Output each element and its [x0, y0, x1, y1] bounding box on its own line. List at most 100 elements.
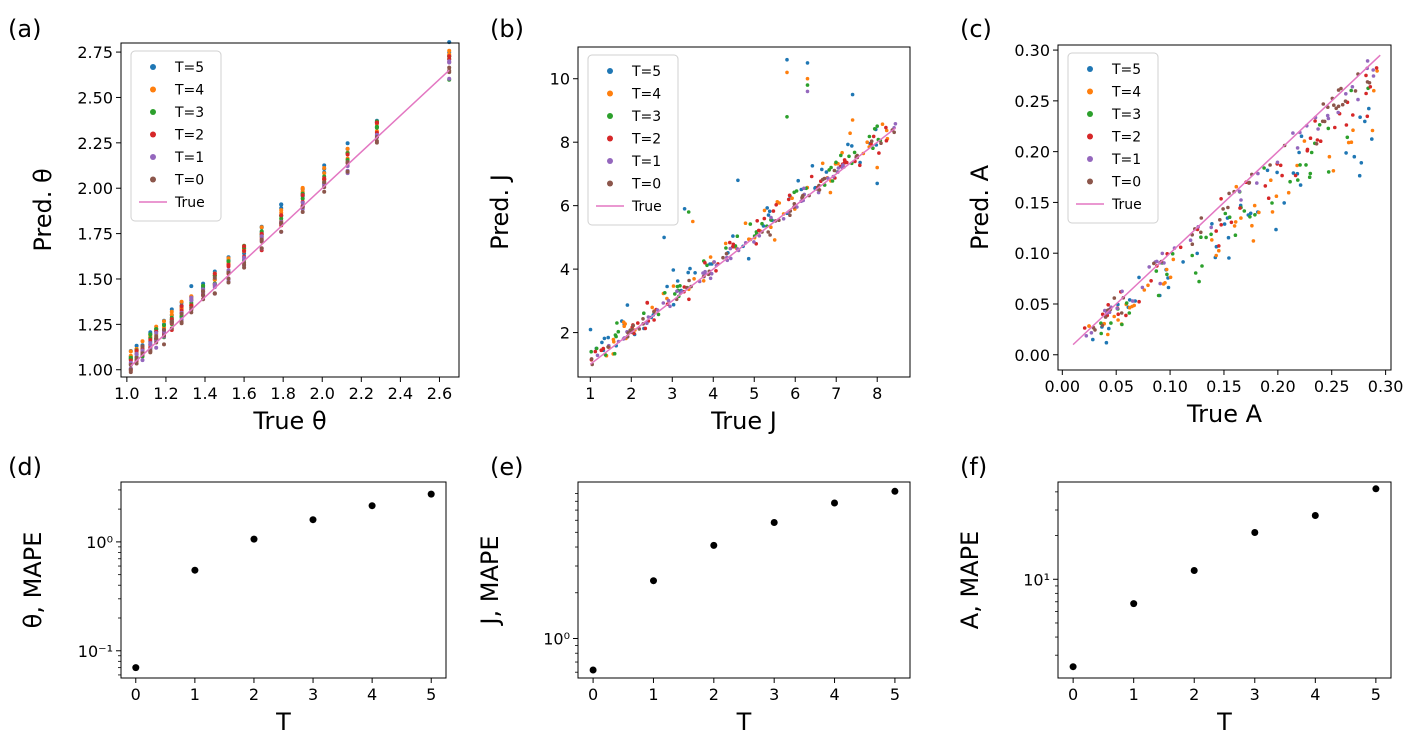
plot-frame	[120, 481, 447, 679]
outlier-point	[805, 89, 810, 94]
x-tick-label: 4	[1310, 685, 1320, 704]
point-t2	[1315, 138, 1320, 142]
point-t2	[774, 203, 778, 207]
point-t0	[1199, 216, 1204, 220]
point-t3	[1326, 126, 1331, 131]
y-tick-label: 1.25	[77, 315, 113, 334]
point-t2	[1374, 66, 1379, 70]
point-t2	[148, 337, 153, 342]
legend-marker-t0	[607, 180, 613, 187]
point-t0	[766, 230, 770, 234]
point-t4	[1142, 288, 1147, 292]
point-t4	[1233, 220, 1238, 224]
mape-point-T1	[650, 577, 657, 585]
point-t2	[884, 125, 888, 130]
point-t2	[714, 269, 718, 273]
point-t3	[201, 283, 206, 288]
point-t1	[1140, 285, 1145, 290]
legend-marker-t5	[607, 68, 613, 74]
x-tick-label: 0	[131, 685, 141, 704]
point-t5	[1127, 298, 1132, 302]
legend-label-t3: T=3	[1111, 107, 1141, 123]
legend-label-true: True	[174, 195, 205, 211]
point-t4	[1346, 140, 1351, 145]
point-t0	[606, 345, 610, 349]
point-t4	[259, 225, 264, 230]
x-tick-label: 3	[667, 384, 677, 403]
legend-label-t4: T=4	[174, 83, 204, 99]
legend-marker-t3	[607, 113, 613, 119]
y-tick-label: 0.25	[1014, 92, 1050, 111]
y-tick-label: 1.50	[77, 270, 113, 289]
point-t5	[688, 266, 692, 271]
y-axis-label: θ, MAPE	[19, 532, 47, 629]
point-t3	[1233, 233, 1238, 237]
point-t4	[865, 140, 869, 144]
x-tick-label: 3	[308, 685, 318, 704]
point-t3	[724, 246, 728, 250]
point-t4	[1217, 248, 1221, 253]
point-t2	[1229, 220, 1234, 225]
legend-marker-t1	[150, 154, 156, 160]
x-tick-label: 2.0	[310, 384, 335, 403]
point-t1	[1336, 110, 1340, 115]
point-t3	[1170, 252, 1175, 256]
point-t2	[279, 213, 284, 218]
outlier-point	[785, 115, 789, 119]
point-t0	[345, 169, 350, 174]
point-t1	[661, 301, 666, 305]
point-t1	[1089, 331, 1094, 335]
point-t1	[1188, 238, 1193, 242]
x-tick-label: 2	[626, 384, 636, 403]
y-tick-label: 2.25	[77, 134, 113, 153]
point-t0	[242, 265, 247, 270]
point-t5	[731, 234, 735, 238]
point-t5	[625, 303, 630, 307]
legend-label-t2: T=2	[1111, 130, 1141, 146]
y-tick-label: 1.75	[77, 225, 113, 244]
y-tick-label: 8	[560, 133, 570, 152]
point-t3	[1199, 235, 1203, 239]
x-axis-label: T	[1216, 708, 1232, 736]
point-t5	[708, 262, 712, 266]
x-tick-label: 1	[648, 685, 658, 704]
y-tick-label: 0.15	[1014, 193, 1050, 212]
mape-point-T3	[1251, 529, 1259, 536]
point-t3	[1296, 178, 1300, 182]
outlier-point	[850, 118, 855, 122]
point-t4	[1210, 238, 1214, 242]
point-t5	[1370, 137, 1374, 141]
point-t2	[1149, 279, 1153, 283]
point-t1	[1084, 334, 1089, 338]
mape-point-T2	[250, 535, 258, 543]
point-t0	[724, 251, 729, 256]
point-t1	[140, 348, 145, 353]
point-t4	[1251, 239, 1256, 243]
point-t5	[810, 164, 815, 168]
point-t4	[769, 225, 773, 229]
point-t3	[1099, 331, 1103, 336]
point-t2	[1368, 85, 1373, 89]
y-tick-label: 0.05	[1014, 295, 1050, 314]
point-t4	[1087, 324, 1091, 328]
point-t5	[1275, 170, 1279, 175]
point-t0	[226, 276, 231, 281]
point-t0	[201, 289, 206, 294]
point-t3	[1127, 311, 1132, 315]
point-t1	[1103, 308, 1107, 313]
x-tick-label: 0.20	[1260, 377, 1296, 396]
point-t1	[1365, 59, 1370, 63]
point-t0	[179, 311, 184, 316]
point-t1	[1237, 189, 1242, 194]
point-t3	[705, 263, 709, 268]
y-tick-label: 0.00	[1014, 346, 1050, 365]
point-t3	[748, 222, 753, 226]
point-t2	[877, 151, 881, 155]
x-tick-label: 0.05	[1098, 377, 1134, 396]
point-t5	[1226, 235, 1231, 240]
legend-marker-t3	[150, 109, 156, 115]
true-line	[1072, 54, 1381, 346]
point-t1	[1115, 306, 1119, 311]
point-t4	[622, 324, 626, 329]
